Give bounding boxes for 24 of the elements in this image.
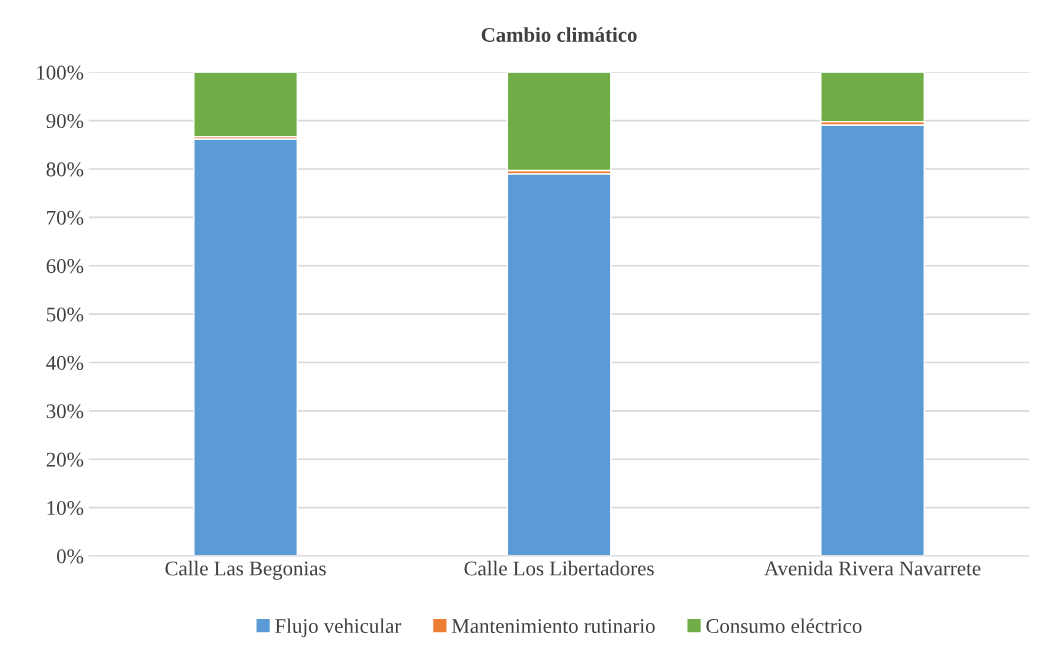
y-tick-label: 50% xyxy=(46,307,84,322)
y-tick-label: 100% xyxy=(37,65,84,80)
bar xyxy=(820,124,925,556)
y-tick-label: 90% xyxy=(46,113,84,129)
y-tick-label: 20% xyxy=(46,452,84,467)
y-tick-label: 30% xyxy=(46,404,84,419)
y-tick-label: 80% xyxy=(46,162,84,177)
x-tick-label: Calle Las Begonias xyxy=(165,560,326,580)
y-tick-label: 0% xyxy=(56,549,84,564)
bar xyxy=(506,173,612,556)
chart-title: Cambio climático xyxy=(481,27,637,42)
bar xyxy=(820,72,925,123)
bar xyxy=(193,138,298,556)
bar xyxy=(193,72,298,138)
x-tick-label: Avenida Rivera Navarrete xyxy=(764,560,981,576)
y-tick-label: 40% xyxy=(46,355,84,370)
y-tick-label: 70% xyxy=(47,210,84,225)
y-tick-label: 60% xyxy=(46,259,84,274)
legend-label: Consumo eléctrico xyxy=(706,618,862,634)
y-tick-label: 10% xyxy=(47,500,84,516)
bar xyxy=(506,72,612,172)
legend-label: Flujo vehicular xyxy=(275,618,402,638)
x-tick-label: Calle Los Libertadores xyxy=(464,560,654,576)
legend-label: Mantenimiento rutinario xyxy=(451,619,655,634)
